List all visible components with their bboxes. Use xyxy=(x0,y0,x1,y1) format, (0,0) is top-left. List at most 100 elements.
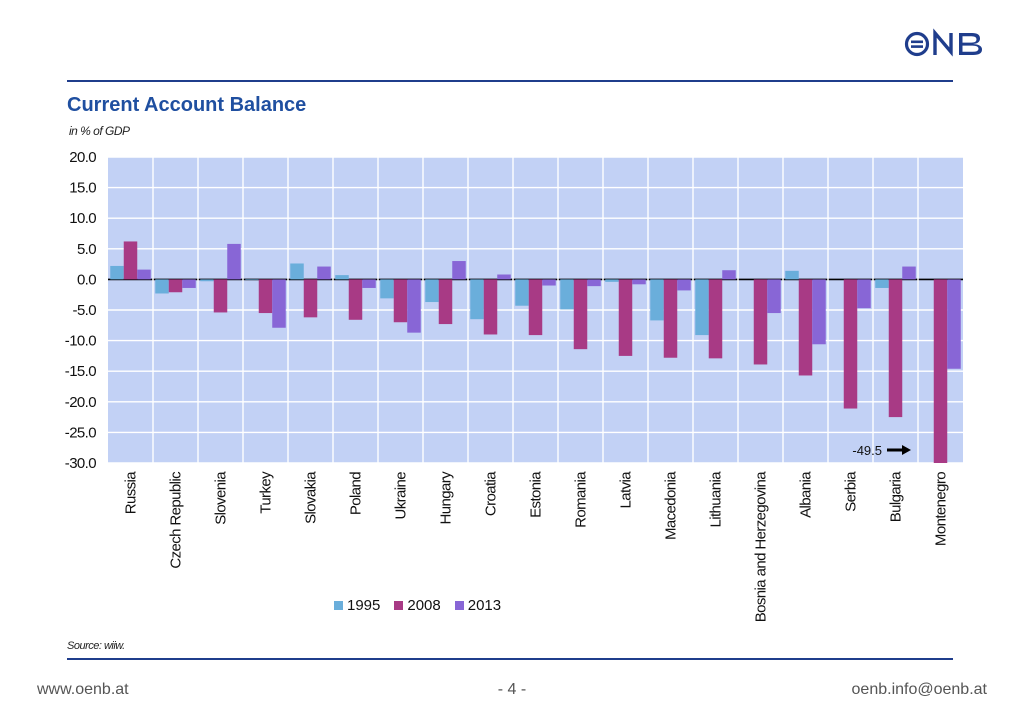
bar-2013-lithuania xyxy=(722,270,736,280)
footer-page-number: - 4 - xyxy=(497,681,527,698)
bar-1995-slovenia xyxy=(200,279,214,282)
annotation-label: -49.5 xyxy=(852,443,882,458)
bar-1995-russia xyxy=(110,265,124,280)
y-tick-label: -5.0 xyxy=(73,302,97,319)
x-tick-label: Estonia xyxy=(528,471,545,518)
bar-2013-albania xyxy=(812,279,826,345)
bar-2008-lithuania xyxy=(708,279,723,359)
bar-1995-bulgaria xyxy=(875,279,889,288)
legend-label-2008: 2008 xyxy=(407,597,441,614)
y-tick-label: 20.0 xyxy=(69,149,96,166)
y-tick-label: -25.0 xyxy=(65,424,96,441)
bar-1995-slovakia xyxy=(290,263,304,280)
bar-1995-romania xyxy=(560,279,574,310)
bar-1995-latvia xyxy=(605,279,619,282)
bar-2008-latvia xyxy=(618,279,633,356)
y-tick-label: -15.0 xyxy=(65,363,96,380)
oenb-logo xyxy=(904,28,982,57)
bar-2013-romania xyxy=(587,279,601,287)
y-tick-label: 15.0 xyxy=(69,180,96,197)
bar-1995-turkey xyxy=(245,279,259,281)
bar-2008-estonia xyxy=(528,279,543,336)
bar-1995-estonia xyxy=(515,279,529,306)
bar-2008-slovakia xyxy=(303,279,318,318)
x-tick-label: Lithuania xyxy=(708,471,725,528)
bar-1995-croatia xyxy=(470,279,484,320)
x-axis: Russia Czech Republic Slovenia Turkey Slovak… xyxy=(123,471,950,623)
footer-website: www.oenb.at xyxy=(37,681,129,698)
bar-2013-croatia xyxy=(497,274,511,280)
chart-subtitle: in % of GDP xyxy=(69,124,130,138)
bar-2013-ukraine xyxy=(407,279,421,333)
y-tick-label: -10.0 xyxy=(65,333,96,350)
bar-2013-russia xyxy=(137,269,151,280)
x-tick-label: Bulgaria xyxy=(888,471,905,522)
bar-2013-czech-republic xyxy=(182,279,196,288)
bar-2013-bulgaria xyxy=(902,266,916,280)
x-tick-label: Albania xyxy=(798,471,815,518)
bar-1995-czech-republic xyxy=(155,279,169,294)
bar-1995-hungary xyxy=(425,279,439,303)
bar-2013-slovakia xyxy=(317,266,331,280)
bar-2008-poland xyxy=(348,279,363,320)
bar-2008-czech-republic xyxy=(168,279,183,293)
chart-legend: 1995 2008 2013 xyxy=(334,597,501,614)
legend-swatch-2013 xyxy=(454,601,464,610)
bar-2013-poland xyxy=(362,279,376,288)
x-tick-label: Latvia xyxy=(618,471,635,509)
y-tick-label: -30.0 xyxy=(65,455,96,472)
bar-2008-albania xyxy=(798,279,813,376)
y-tick-label: 0.0 xyxy=(77,271,96,288)
legend-label-2013: 2013 xyxy=(467,597,502,614)
bar-2008-slovenia xyxy=(213,279,228,313)
bar-2013-latvia xyxy=(632,279,646,285)
x-tick-label: Ukraine xyxy=(393,472,410,520)
chart-title: Current Account Balance xyxy=(67,94,307,116)
bar-2013-slovenia xyxy=(227,243,241,280)
x-tick-label: Macedonia xyxy=(663,471,680,540)
bar-2008-turkey xyxy=(258,279,273,314)
bar-2013-bosnia-and-herzegovina xyxy=(767,279,781,314)
bar-1995-albania xyxy=(785,270,799,280)
x-tick-label: Croatia xyxy=(483,471,500,516)
x-tick-label: Romania xyxy=(573,471,590,528)
bar-2008-croatia xyxy=(483,279,498,335)
bar-2008-russia xyxy=(123,241,138,280)
bars xyxy=(110,241,961,463)
legend-label-1995: 1995 xyxy=(347,597,381,614)
y-axis: 20.0 15.0 10.0 5.0 0.0 -5.0 -10.0 -15.0 -20.0 -25… xyxy=(65,149,97,472)
footer-rule xyxy=(67,658,953,660)
header-rule xyxy=(67,80,953,82)
bar-2008-bulgaria xyxy=(888,279,903,418)
bar-2008-montenegro xyxy=(933,279,948,463)
x-tick-label: Russia xyxy=(123,471,140,515)
gridlines xyxy=(108,156,963,464)
bar-2013-hungary xyxy=(452,261,466,280)
bar-2008-macedonia xyxy=(663,279,678,358)
bar-2008-bosnia-and-herzegovina xyxy=(753,279,768,365)
bar-2013-macedonia xyxy=(677,279,691,291)
x-tick-label: Hungary xyxy=(438,471,455,525)
y-tick-label: 10.0 xyxy=(69,210,96,227)
x-tick-label: Turkey xyxy=(258,471,275,514)
footer-email: oenb.info@oenb.at xyxy=(851,681,987,698)
x-tick-label: Bosnia and Herzegovina xyxy=(753,471,770,622)
x-tick-label: Serbia xyxy=(843,471,860,512)
bar-2008-hungary xyxy=(438,279,453,325)
legend-item-2013: 2013 xyxy=(454,597,502,614)
bar-2013-estonia xyxy=(542,279,556,286)
source-note: Source: wiiw. xyxy=(67,640,125,652)
legend-swatch-1995 xyxy=(334,601,343,610)
bar-1995-ukraine xyxy=(380,279,394,299)
bar-2013-turkey xyxy=(272,279,286,328)
bar-2013-serbia xyxy=(857,279,871,309)
y-tick-label: 5.0 xyxy=(77,241,96,258)
bar-2008-serbia xyxy=(843,279,858,409)
bar-2008-ukraine xyxy=(393,279,408,323)
legend-item-1995: 1995 xyxy=(334,597,380,614)
annotation-arrow-head xyxy=(902,445,911,455)
legend-item-2008: 2008 xyxy=(394,597,441,614)
legend-swatch-2008 xyxy=(394,601,404,610)
bar-2013-montenegro xyxy=(947,279,961,369)
